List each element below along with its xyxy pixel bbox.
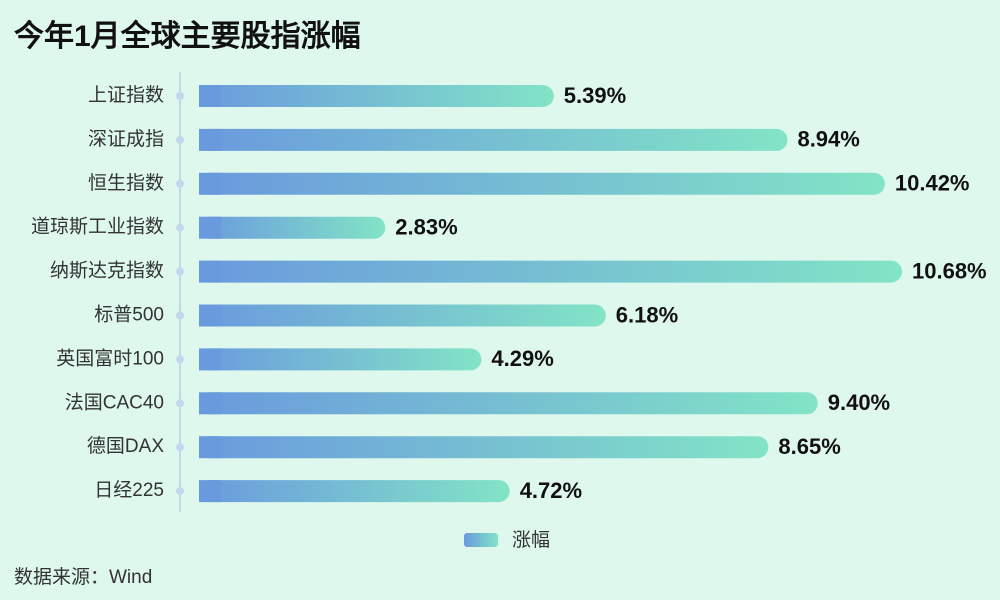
- bar: [199, 260, 902, 283]
- value-label: 4.29%: [491, 346, 553, 371]
- value-label: 8.94%: [797, 127, 859, 152]
- bar-left-edge: [199, 348, 221, 371]
- axis-dot: [176, 487, 184, 496]
- value-label: 5.39%: [564, 83, 626, 108]
- y-tick-label: 道琼斯工业指数: [31, 216, 164, 238]
- bar: [199, 480, 510, 503]
- bar-left-edge: [199, 216, 221, 239]
- axis-dot: [176, 443, 184, 452]
- bar-left-edge: [199, 436, 221, 459]
- y-tick-label: 上证指数: [88, 84, 164, 106]
- y-tick-label: 德国DAX: [87, 435, 164, 457]
- bar: [199, 436, 769, 459]
- bar: [199, 392, 818, 415]
- value-label: 4.72%: [520, 478, 582, 503]
- y-tick-label: 英国富时100: [56, 347, 164, 369]
- y-tick-label: 日经225: [94, 479, 164, 501]
- y-tick-label: 深证成指: [88, 128, 164, 150]
- value-label: 9.40%: [828, 390, 890, 415]
- y-tick-label: 标普500: [94, 304, 164, 326]
- bar-left-edge: [199, 392, 221, 415]
- value-label: 6.18%: [616, 302, 678, 327]
- bar: [199, 348, 482, 371]
- chart-title: 今年1月全球主要股指涨幅: [14, 19, 361, 53]
- legend-label: 涨幅: [512, 529, 550, 551]
- bar: [199, 304, 606, 327]
- y-tick-label: 纳斯达克指数: [50, 260, 164, 282]
- axis-dot: [176, 267, 184, 276]
- y-tick-label: 恒生指数: [88, 172, 164, 194]
- legend-swatch: [464, 533, 498, 547]
- bar: [199, 128, 788, 151]
- y-tick-label: 法国CAC40: [65, 391, 164, 413]
- source: 数据来源：Wind: [14, 566, 152, 588]
- value-label: 8.65%: [778, 434, 840, 459]
- bar-left-edge: [199, 480, 221, 503]
- axis-dot: [176, 179, 184, 188]
- value-label: 10.68%: [912, 258, 987, 283]
- axis-dot: [176, 399, 184, 408]
- bar: [199, 85, 554, 107]
- bar: [199, 172, 885, 195]
- bar-left-edge: [199, 172, 221, 195]
- bar-left-edge: [199, 304, 221, 327]
- bar-left-edge: [199, 85, 221, 107]
- value-label: 10.42%: [895, 171, 970, 196]
- value-label: 2.83%: [395, 215, 457, 240]
- bar: [199, 216, 386, 239]
- axis-dot: [176, 135, 184, 144]
- axis-dot: [176, 355, 184, 364]
- axis-dot: [176, 223, 184, 232]
- axis-dot: [176, 311, 184, 320]
- bar-left-edge: [199, 128, 221, 151]
- axis-dot: [176, 92, 184, 100]
- bar-left-edge: [199, 260, 221, 283]
